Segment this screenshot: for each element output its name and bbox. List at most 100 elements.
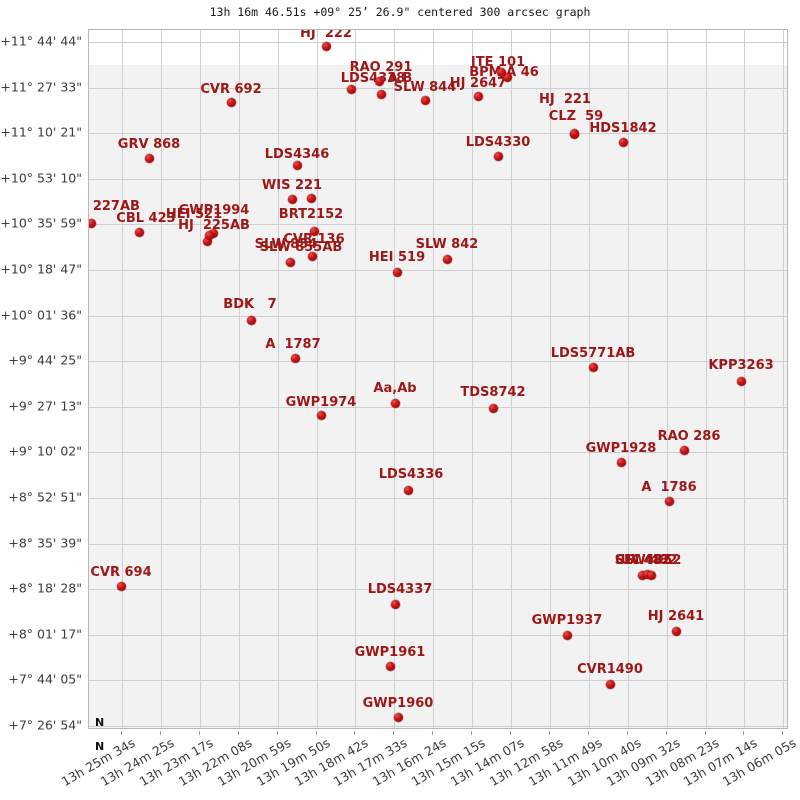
gridline-horizontal [89,361,787,362]
star-point[interactable] [346,84,356,94]
x-tick-mark [159,731,161,735]
star-point[interactable] [390,599,400,609]
star-point[interactable] [226,97,236,107]
shaded-band [89,338,787,430]
y-tick-label: +8° 18' 28" [8,580,82,596]
y-tick-label: +10° 53' 10" [0,170,82,186]
x-tick-mark [510,731,511,735]
gridline-vertical [394,30,395,728]
shaded-band [89,520,787,612]
star-point[interactable] [569,128,579,138]
star-point[interactable] [616,457,626,467]
shaded-band [89,703,787,728]
star-point[interactable] [671,626,681,636]
gridline-vertical [122,30,123,728]
y-axis-ticks: +11° 44' 44" +11° 27' 33" +11° 10' 21" +10°… [0,29,82,733]
star-point[interactable] [393,712,403,722]
star-point[interactable] [420,95,430,105]
gridline-vertical [667,30,668,728]
gridline-horizontal [89,42,787,43]
y-tick-label: +9° 44' 25" [8,352,82,368]
star-point[interactable] [306,193,316,203]
star-point[interactable] [736,376,746,386]
x-tick-mark [587,731,589,735]
star-point[interactable] [287,194,297,204]
gridline-horizontal [89,270,787,271]
x-axis-ticks: 13h 25m 34s 13h 24m 25s 13h 23m 17s 13h 22m… [59,731,799,800]
star-point[interactable] [493,151,503,161]
star-point[interactable] [292,160,302,170]
y-tick-label: +8° 01' 17" [8,626,82,642]
x-tick-mark [198,731,200,735]
y-tick-label: +8° 35' 39" [8,535,82,551]
star-point[interactable] [134,227,144,237]
star-point[interactable] [442,254,452,264]
x-tick-mark [354,731,356,735]
star-point[interactable] [246,315,256,325]
gridline-vertical [783,30,784,728]
gridline-vertical [550,30,551,728]
star-point[interactable] [290,353,300,363]
star-point[interactable] [321,41,331,51]
star-point[interactable] [403,485,413,495]
y-tick-label: +11° 10' 21" [0,124,82,140]
gridline-vertical [317,30,318,728]
north-marker-axis: N [95,740,105,753]
y-tick-label: +10° 01' 36" [0,307,82,323]
star-point[interactable] [664,496,674,506]
star-point[interactable] [307,251,317,261]
star-point[interactable] [605,679,615,689]
star-point[interactable] [588,362,598,372]
star-point[interactable] [202,236,212,246]
star-point[interactable] [488,403,498,413]
y-tick-label: +7° 44' 05" [8,671,82,687]
gridline-vertical [472,30,473,728]
star-point[interactable] [562,630,572,640]
star-point[interactable] [204,230,214,240]
star-point[interactable] [89,218,96,228]
star-point[interactable] [496,67,506,77]
star-point[interactable] [637,570,647,580]
star-point[interactable] [116,581,126,591]
star-point[interactable] [309,226,319,236]
y-tick-label: +10° 35' 59" [0,215,82,231]
gridline-horizontal [89,407,787,408]
star-point[interactable] [473,91,483,101]
gridline-horizontal [89,544,787,545]
star-point[interactable] [679,445,689,455]
y-tick-label: +8° 52' 51" [8,489,82,505]
plot-area[interactable]: HJ 222 CVR 692 RAO 291 LDS4338 A B SLW 844 HJ … [88,29,788,729]
shaded-band [89,612,787,704]
y-tick-label: +9° 10' 02" [8,443,82,459]
gridline-vertical [706,30,707,728]
star-label: HJ 222 [300,29,352,41]
gridline-horizontal [89,179,787,180]
star-point[interactable] [646,570,656,580]
y-tick-label: +11° 44' 44" [0,33,82,49]
page-title: 13h 16m 46.51s +09° 25’ 26.9" centered 3… [209,5,591,19]
gridline-horizontal [89,224,787,225]
star-point[interactable] [144,153,154,163]
star-point[interactable] [376,89,386,99]
gridline-vertical [628,30,629,728]
star-point[interactable] [316,410,326,420]
star-point[interactable] [385,661,395,671]
gridline-vertical [511,30,512,728]
star-point[interactable] [390,398,400,408]
x-tick-mark [626,731,628,735]
star-point[interactable] [392,267,402,277]
x-tick-mark [276,731,278,735]
star-point[interactable] [374,76,384,86]
x-tick-mark [743,731,745,735]
x-tick-mark [782,731,784,735]
y-tick-label: +10° 18' 47" [0,261,82,277]
star-point[interactable] [502,72,512,82]
gridline-horizontal [89,316,787,317]
star-point[interactable] [618,137,628,147]
gridline-horizontal [89,133,787,134]
shaded-band [89,429,787,521]
shaded-band [89,247,787,339]
gridline-horizontal [89,88,787,89]
star-point[interactable] [285,257,295,267]
